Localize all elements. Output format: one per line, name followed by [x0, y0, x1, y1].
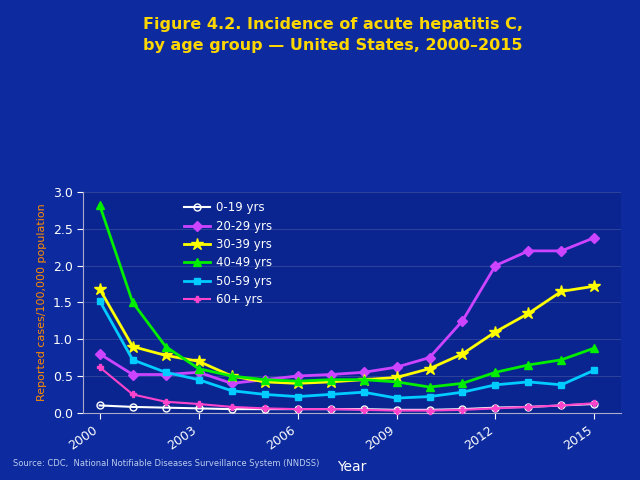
Text: Source: CDC,  National Notifiable Diseases Surveillance System (NNDSS): Source: CDC, National Notifiable Disease… — [13, 459, 319, 468]
Y-axis label: Reported cases/100,000 population: Reported cases/100,000 population — [37, 204, 47, 401]
X-axis label: Year: Year — [337, 460, 367, 475]
Text: by age group — United States, 2000–2015: by age group — United States, 2000–2015 — [143, 38, 522, 53]
Legend: 0-19 yrs, 20-29 yrs, 30-39 yrs, 40-49 yrs, 50-59 yrs, 60+ yrs: 0-19 yrs, 20-29 yrs, 30-39 yrs, 40-49 yr… — [180, 198, 276, 310]
Text: Figure 4.2. Incidence of acute hepatitis C,: Figure 4.2. Incidence of acute hepatitis… — [143, 17, 523, 32]
